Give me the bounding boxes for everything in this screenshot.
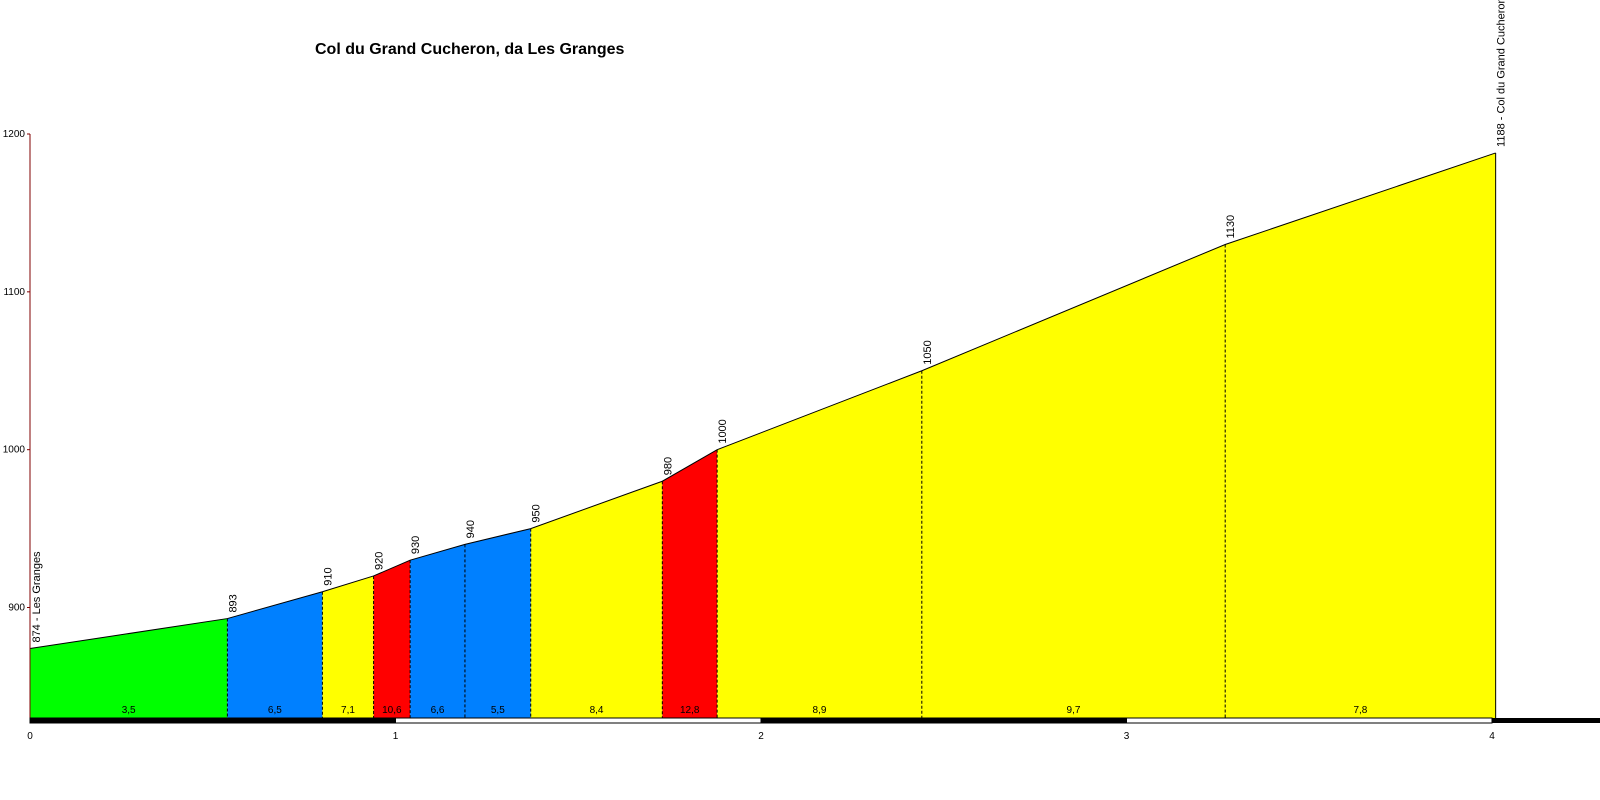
elevation-label: 950: [531, 504, 543, 522]
segment-area: [662, 449, 718, 718]
segment-gradient-label: 6,6: [431, 705, 445, 716]
y-tick-label: 1000: [3, 445, 26, 456]
elevation-label: 920: [374, 552, 386, 570]
segment-gradient-label: 9,7: [1067, 705, 1081, 716]
segment-area: [530, 481, 663, 718]
x-tick-label: 2: [758, 731, 764, 742]
elevation-label: 893: [227, 594, 239, 612]
elevation-label: 1188 - Col du Grand Cucheron: [1496, 0, 1508, 147]
elevation-label: 930: [410, 536, 422, 554]
segment-area: [464, 528, 531, 718]
segment-area: [322, 575, 374, 718]
chart-title: Col du Grand Cucheron, da Les Granges: [315, 41, 624, 58]
segment-gradient-label: 8,9: [813, 705, 827, 716]
profile-line: [29, 152, 1496, 650]
x-scale-block: [1492, 718, 1600, 723]
elevation-label: 874 - Les Granges: [31, 551, 43, 643]
x-tick-label: 1: [393, 731, 399, 742]
elevation-label: 980: [662, 457, 674, 475]
elevation-label: 1130: [1225, 215, 1237, 239]
y-tick-label: 1200: [3, 129, 26, 140]
x-tick-label: 4: [1489, 731, 1495, 742]
x-tick-label: 0: [27, 731, 33, 742]
elevation-label: 1000: [717, 419, 729, 443]
y-tick-label: 900: [8, 603, 25, 614]
segment-area: [373, 560, 411, 718]
elevation-label: 1050: [922, 340, 934, 364]
segment-gradient-label: 8,4: [590, 705, 604, 716]
segment-area: [410, 544, 465, 718]
segment-area: [30, 618, 228, 718]
segment-gradient-label: 10,6: [382, 705, 402, 716]
segment-gradient-label: 7,8: [1353, 705, 1367, 716]
segments-layer: [30, 152, 1496, 718]
segment-gradient-label: 6,5: [268, 705, 282, 716]
x-scale-block: [29, 717, 396, 724]
y-tick-label: 1100: [3, 287, 25, 298]
profile-layer: [29, 152, 1497, 718]
x-scale-block: [760, 717, 1127, 724]
segment-gradient-label: 7,1: [341, 705, 355, 716]
segment-gradient-label: 3,5: [122, 705, 136, 716]
segment-area: [1225, 152, 1496, 718]
x-scale-block: [395, 717, 762, 724]
x-tick-label: 3: [1124, 731, 1130, 742]
axes-layer: 900 1000 1100 1200 0 1 2 3 4: [3, 129, 1600, 742]
labels-layer: 3,5 6,5 7,1 10,6 6,6 5,5 8,4 12,8 8,9 9,7 7,8 874 -…: [31, 0, 1508, 716]
elevation-label: 940: [465, 520, 477, 538]
segment-area: [717, 370, 922, 718]
x-scale-block: [1126, 717, 1493, 724]
segment-gradient-label: 5,5: [491, 705, 505, 716]
segment-gradient-label: 12,8: [680, 705, 700, 716]
elevation-label: 910: [322, 567, 334, 585]
segment-area: [921, 244, 1226, 718]
segment-area: [227, 591, 323, 718]
